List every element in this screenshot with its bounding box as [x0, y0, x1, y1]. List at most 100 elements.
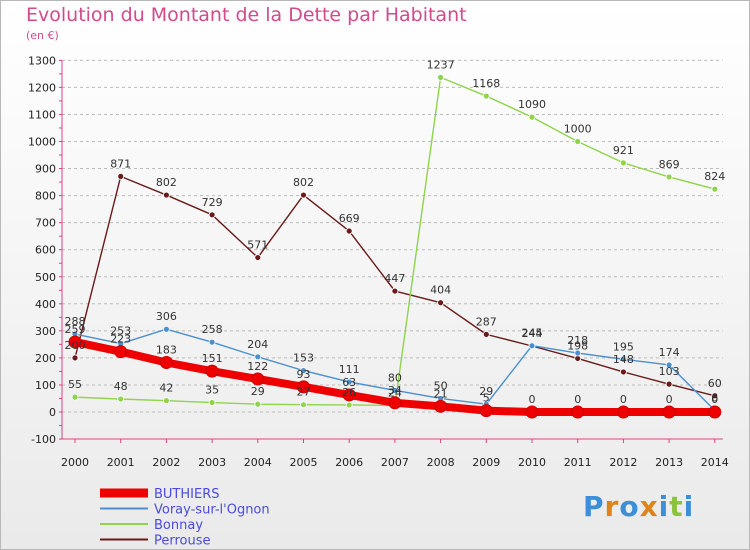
chart-subtitle: (en €) — [26, 29, 59, 42]
data-point — [345, 378, 353, 386]
data-point — [251, 372, 265, 386]
data-point — [71, 393, 79, 401]
y-tick-label: 1200 — [28, 81, 56, 94]
y-tick-label: 700 — [35, 217, 56, 230]
data-label: 258 — [202, 323, 223, 336]
data-label: 0 — [711, 393, 718, 406]
data-point — [68, 335, 82, 349]
data-point — [254, 254, 262, 261]
x-tick-label: 2014 — [701, 456, 729, 469]
data-label: 1000 — [564, 123, 592, 136]
data-point — [574, 349, 582, 357]
data-label: 151 — [202, 352, 223, 365]
data-label: 802 — [293, 176, 314, 189]
x-tick-label: 2002 — [152, 456, 180, 469]
data-label: 729 — [202, 196, 223, 209]
legend-label: BUTHIERS — [154, 487, 219, 502]
data-point — [708, 405, 722, 419]
x-tick-label: 2008 — [427, 456, 455, 469]
data-label: 245 — [522, 327, 543, 340]
grid — [62, 59, 723, 440]
data-point — [391, 386, 399, 394]
data-point — [208, 338, 216, 346]
logo-letter: P — [583, 490, 605, 523]
x-tick-label: 2001 — [107, 456, 135, 469]
logo-letter: x — [639, 490, 659, 523]
data-label: 200 — [65, 339, 86, 352]
data-label: 921 — [613, 144, 634, 157]
data-label: 0 — [574, 393, 581, 406]
y-tick-label: 1100 — [28, 108, 56, 121]
data-label: 869 — [659, 158, 680, 171]
data-label: 404 — [430, 284, 451, 297]
data-label: 153 — [293, 352, 314, 365]
data-label: 288 — [65, 315, 86, 328]
data-label: 871 — [110, 157, 131, 170]
data-point — [665, 173, 673, 181]
data-point — [711, 392, 719, 400]
data-label: 669 — [339, 212, 360, 225]
data-label: 48 — [114, 380, 128, 393]
logo-letter: t — [669, 490, 684, 523]
data-point — [437, 73, 445, 81]
data-label: 174 — [659, 346, 680, 359]
data-point — [665, 361, 673, 369]
proxiti-logo: Proxiti — [583, 490, 694, 523]
data-point — [482, 330, 490, 338]
data-point — [342, 388, 356, 402]
data-point — [117, 172, 125, 180]
data-point — [434, 399, 448, 413]
data-label: 183 — [156, 343, 177, 356]
data-point — [388, 396, 402, 410]
series-layer — [68, 73, 722, 419]
x-tick-label: 2011 — [564, 456, 592, 469]
logo-letter: i — [658, 490, 670, 523]
data-label: 50 — [434, 379, 448, 392]
data-point — [665, 380, 673, 388]
data-label: 27 — [297, 386, 311, 399]
data-point — [528, 342, 536, 350]
data-point — [300, 401, 307, 409]
y-tick-label: 100 — [35, 379, 56, 392]
y-tick-label: 500 — [35, 271, 56, 284]
data-point — [254, 400, 262, 408]
data-label: 21 — [434, 387, 448, 400]
data-label: 218 — [567, 334, 588, 347]
data-label: 223 — [110, 333, 131, 346]
data-label: 26 — [342, 386, 356, 399]
data-label: 447 — [384, 272, 405, 285]
data-label: 0 — [529, 393, 536, 406]
data-label: 287 — [476, 315, 497, 328]
data-point — [162, 191, 170, 199]
data-point — [117, 395, 125, 403]
data-label: 35 — [205, 384, 219, 397]
data-point — [620, 159, 627, 167]
data-point — [254, 353, 262, 361]
data-point — [345, 401, 353, 409]
data-label: 259 — [65, 323, 86, 336]
data-label: 195 — [613, 340, 634, 353]
legend-label: Perrouse — [154, 534, 211, 549]
data-point — [662, 405, 676, 419]
data-point — [482, 92, 490, 100]
data-label: 204 — [247, 338, 268, 351]
data-point — [71, 354, 79, 362]
x-tick-label: 2012 — [609, 456, 637, 469]
data-point — [437, 299, 445, 307]
data-point — [571, 405, 585, 419]
x-tick-label: 2004 — [244, 456, 272, 469]
x-tick-label: 2006 — [335, 456, 363, 469]
data-point — [345, 227, 353, 235]
data-point — [208, 399, 216, 406]
x-axis-ticks: 2000 2001 2002 2003 2004 2005 2006 2007 2008 2009… — [61, 456, 729, 469]
data-label: 60 — [708, 377, 722, 390]
logo-letter: r — [604, 490, 620, 523]
data-label: 80 — [388, 371, 402, 384]
logo-letter: i — [683, 490, 695, 523]
x-tick-label: 2013 — [655, 456, 683, 469]
y-tick-label: 200 — [35, 352, 56, 365]
y-tick-label: 800 — [35, 190, 56, 203]
